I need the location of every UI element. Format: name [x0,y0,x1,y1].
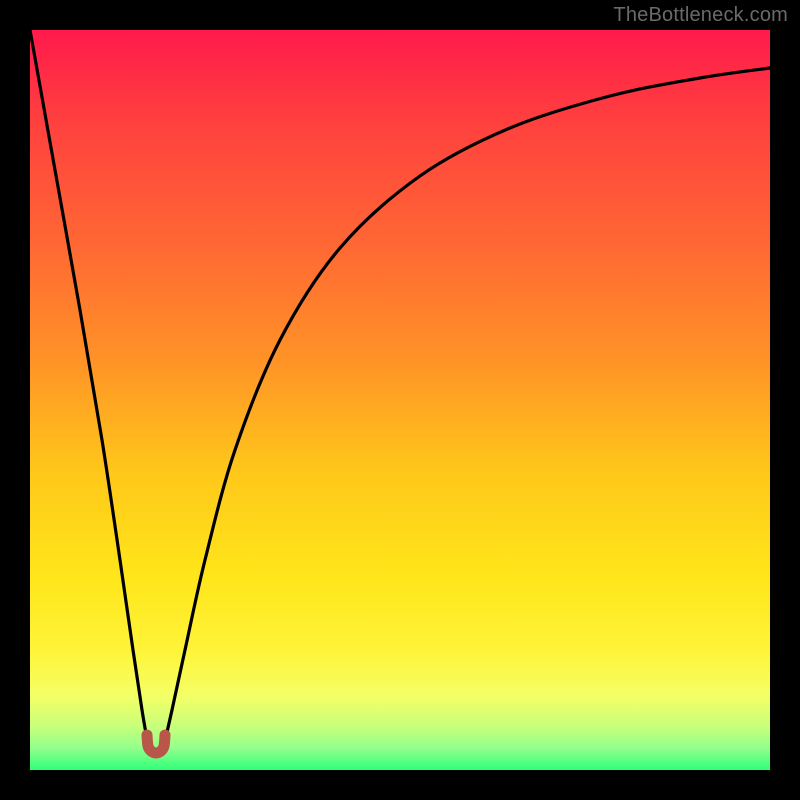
plot-background [30,30,770,770]
chart-container: TheBottleneck.com [0,0,800,800]
bottleneck-chart [0,0,800,800]
watermark-label: TheBottleneck.com [613,4,788,27]
